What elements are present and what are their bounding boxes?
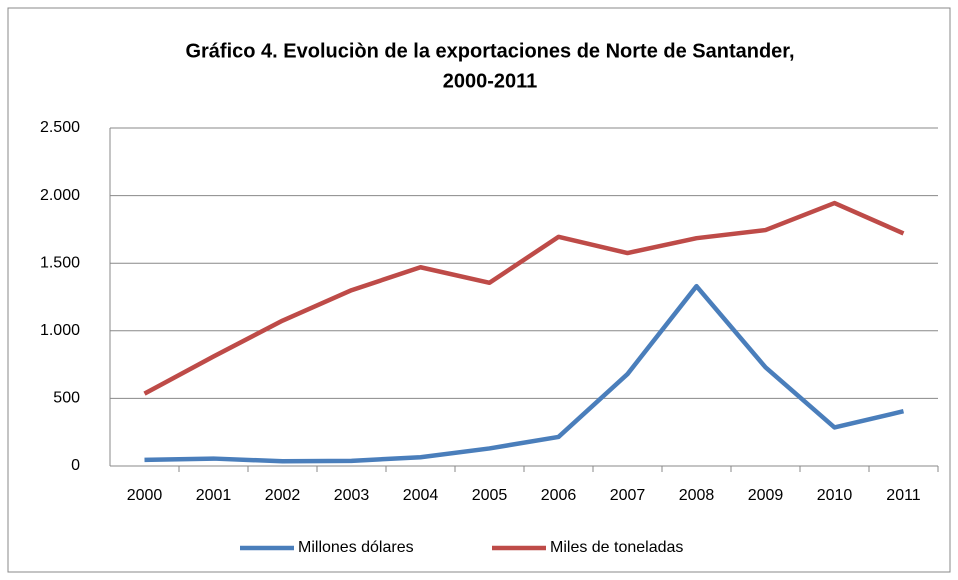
legend-label: Miles de toneladas: [550, 539, 683, 556]
y-tick-label: 2.000: [40, 187, 80, 204]
chart-title: Gráfico 4. Evoluciòn de la exportaciones…: [185, 40, 794, 62]
y-tick-label: 1.000: [40, 322, 80, 339]
series-line: [143, 200, 905, 396]
x-tick-label: 2007: [610, 487, 646, 504]
y-tick-label: 1.500: [40, 254, 80, 271]
x-tick-label: 2008: [679, 487, 715, 504]
x-tick-label: 2004: [403, 487, 439, 504]
y-tick-label: 0: [71, 457, 80, 474]
x-tick-label: 2009: [748, 487, 784, 504]
x-tick-label: 2005: [472, 487, 508, 504]
x-tick-label: 2003: [334, 487, 370, 504]
series-line: [144, 283, 905, 464]
legend-label: Millones dólares: [298, 539, 414, 556]
x-tick-label: 2006: [541, 487, 577, 504]
y-tick-label: 2.500: [40, 119, 80, 136]
x-tick-label: 2011: [886, 487, 921, 504]
x-tick-label: 2002: [265, 487, 301, 504]
chart-frame: [7, 7, 951, 573]
chart-title: 2000-2011: [443, 70, 538, 92]
x-tick-label: 2000: [127, 487, 163, 504]
y-tick-label: 500: [53, 390, 80, 407]
x-tick-label: 2001: [196, 487, 232, 504]
x-tick-label: 2010: [817, 487, 853, 504]
